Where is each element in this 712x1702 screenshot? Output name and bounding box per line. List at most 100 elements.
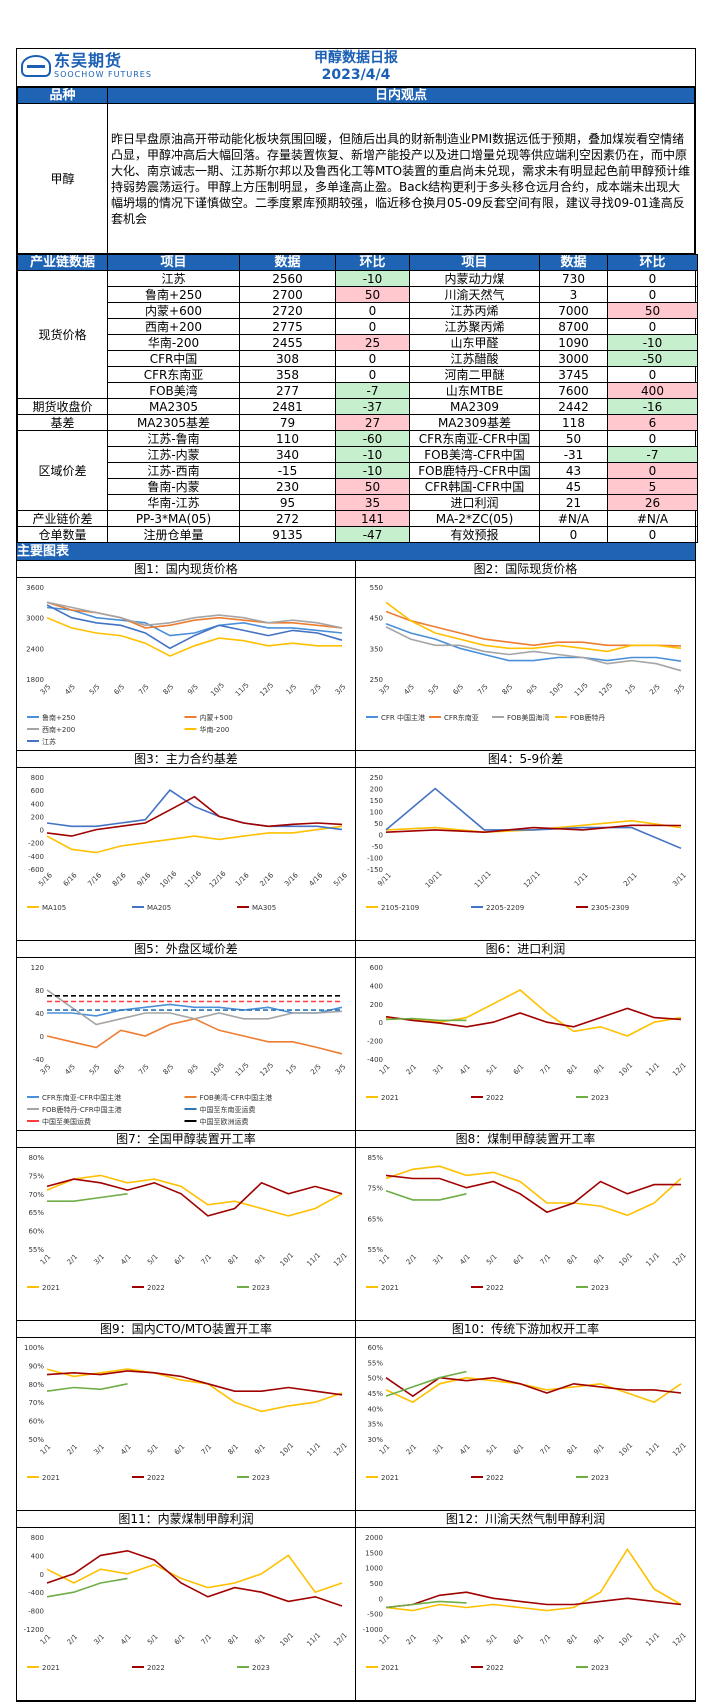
x-tick-label: 2/1 [405, 1253, 419, 1267]
item-cell: MA-2*ZC(05) [409, 510, 540, 527]
item-cell: CFR东南亚-CFR中国 [409, 430, 540, 447]
y-tick-label: 450 [370, 615, 383, 623]
chart-svg: 80% 75% 70% 65% 60% 55%1/1 2/1 3/1 4/1 5/1 6/1 7/1 8… [27, 1154, 349, 1292]
series-line [46, 1368, 343, 1413]
legend-label: MA305 [252, 904, 276, 912]
value-cell: 2775 [239, 318, 336, 335]
x-tick-label: 5/16 [332, 871, 349, 888]
view-table: 品种 日内观点 甲醇 昨日早盘原油高开带动能化板块氛围回暖，但随后出具的财新制造… [17, 87, 695, 254]
legend-label: 2023 [252, 1474, 270, 1482]
x-tick-label: 2/5 [648, 683, 662, 697]
x-tick-label: 10/1 [618, 1251, 635, 1268]
series-line [46, 795, 343, 837]
x-tick-label: 7/5 [476, 683, 490, 697]
x-tick-label: 12/1 [671, 1061, 688, 1078]
y-tick-label: -1200 [24, 1626, 44, 1634]
value-cell: 230 [239, 478, 336, 495]
change-cell: 26 [607, 494, 698, 511]
item-cell: 江苏-内蒙 [107, 446, 240, 463]
y-tick-label: 400 [31, 1552, 44, 1560]
value-cell: 358 [239, 366, 336, 383]
x-tick-label: 1/16 [234, 871, 251, 888]
value-cell: -31 [539, 446, 608, 463]
table-row: 华南-200 2455 25 山东甲醛 1090 -10 [18, 334, 698, 351]
change-cell: 0 [607, 286, 698, 303]
x-tick-label: 10/11 [424, 870, 444, 890]
y-tick-label: 60% [367, 1344, 383, 1352]
change-cell: 0 [607, 270, 698, 287]
x-tick-label: 9/1 [592, 1443, 606, 1457]
change-cell: 25 [335, 334, 410, 351]
x-tick-label: 6/1 [512, 1633, 526, 1647]
legend-label: MA105 [42, 904, 66, 912]
x-tick-label: 10/1 [618, 1631, 635, 1648]
change-cell: 0 [335, 366, 410, 383]
x-tick-label: 7/1 [200, 1253, 214, 1267]
value-cell: 2720 [239, 302, 336, 319]
x-tick-label: 4/1 [119, 1633, 133, 1647]
logo-name: 东吴期货 [54, 51, 123, 70]
y-tick-label: 200 [31, 813, 44, 821]
x-tick-label: 1/1 [378, 1633, 392, 1647]
x-tick-label: 1/1 [378, 1443, 392, 1457]
x-tick-label: 12/1 [671, 1441, 688, 1458]
x-tick-label: 6/1 [173, 1633, 187, 1647]
y-tick-label: -800 [28, 1608, 44, 1616]
x-tick-label: 10/1 [618, 1061, 635, 1078]
x-tick-label: 8/5 [162, 683, 176, 697]
series-line [385, 1600, 467, 1609]
legend-label: FOB美国海湾 [507, 713, 549, 722]
y-tick-label: 65% [28, 1209, 44, 1217]
series-line [385, 1591, 682, 1609]
change-cell: -37 [335, 398, 410, 415]
x-tick-label: 3/5 [334, 683, 348, 697]
x-tick-label: 7/5 [137, 683, 151, 697]
change-cell: 0 [607, 526, 698, 543]
x-tick-label: 4/5 [63, 1063, 77, 1077]
value-cell: 8700 [539, 318, 608, 335]
x-tick-label: 3/1 [92, 1443, 106, 1457]
chart-title: 图12：川渝天然气制甲醇利润 [356, 1511, 695, 1528]
report-date: 2023/4/4 [321, 67, 391, 83]
x-tick-label: 2/1 [405, 1443, 419, 1457]
table-group-label: 现货价格 [17, 270, 108, 399]
x-tick-label: 11/16 [183, 869, 203, 889]
legend-label: MA205 [147, 904, 171, 912]
x-tick-label: 12/5 [597, 681, 614, 698]
x-tick-label: 5/1 [146, 1633, 160, 1647]
x-tick-label: 10/1 [618, 1441, 635, 1458]
y-tick-label: 400 [31, 800, 44, 808]
x-tick-label: 8/5 [501, 683, 515, 697]
view-product: 甲醇 [17, 103, 108, 254]
x-tick-label: 1/5 [624, 683, 638, 697]
table-group-label: 基差 [17, 414, 108, 431]
y-tick-label: 0 [40, 1571, 44, 1579]
series-line [46, 606, 343, 637]
x-tick-label: 11/1 [644, 1061, 661, 1078]
y-tick-label: 2400 [26, 645, 44, 653]
y-tick-label: 0 [40, 827, 44, 835]
x-tick-label: 9/1 [592, 1063, 606, 1077]
value-cell: 43 [539, 462, 608, 479]
y-tick-label: 2000 [365, 1534, 383, 1542]
x-tick-label: 4/1 [119, 1443, 133, 1457]
chart-title: 图10：传统下游加权开工率 [356, 1321, 695, 1338]
value-cell: 3745 [539, 366, 608, 383]
item-cell: CFR东南亚 [107, 366, 240, 383]
change-cell: -7 [335, 382, 410, 399]
value-cell: 277 [239, 382, 336, 399]
x-tick-label: 3/5 [39, 1063, 53, 1077]
x-tick-label: 9/1 [253, 1253, 267, 1267]
y-tick-label: 600 [370, 964, 383, 972]
item-cell: 江苏-西南 [107, 462, 240, 479]
x-tick-label: 2/1 [66, 1443, 80, 1457]
change-cell: -16 [607, 398, 698, 415]
item-cell: 鲁南+250 [107, 286, 240, 303]
x-tick-label: 12/5 [258, 1061, 275, 1078]
x-tick-label: 11/1 [305, 1251, 322, 1268]
chart-panel: 图7：全国甲醇装置开工率 80% 75% 70% 65% 60% 55% 1/1 2/1 3/1 4… [17, 1131, 356, 1321]
x-tick-label: 8/1 [566, 1633, 580, 1647]
y-tick-label: 40 [35, 1010, 44, 1018]
y-tick-label: 90% [28, 1362, 44, 1370]
change-cell: -10 [335, 270, 410, 287]
